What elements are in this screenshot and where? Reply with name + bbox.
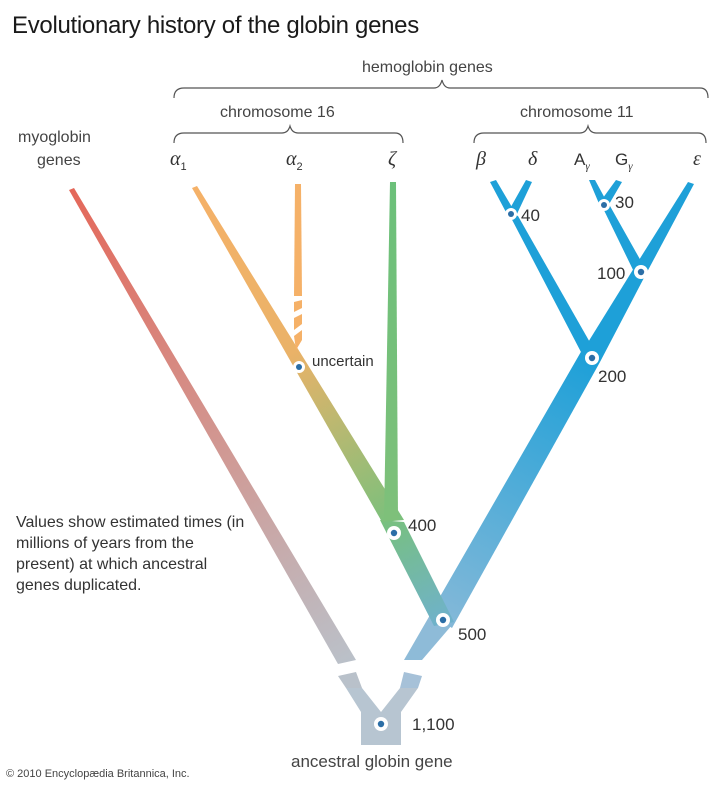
hemoglobin-brace (173, 79, 709, 99)
ancestral-gene-label: ancestral globin gene (291, 752, 453, 771)
chromosome11-label: chromosome 11 (520, 104, 634, 121)
gene-epsilon: ε (693, 148, 701, 170)
gene-alpha1: α1 (170, 148, 187, 173)
node-uncertain (293, 361, 305, 373)
duplication-nodes (293, 199, 648, 731)
node-100-label: 100 (597, 264, 626, 283)
node-500 (436, 613, 450, 627)
myoglobin-branch (69, 188, 356, 664)
node-200-label: 200 (598, 367, 627, 386)
zeta-branch (384, 182, 398, 520)
node-30-label: 30 (615, 193, 634, 212)
myoglobin-label-line1: myoglobin (18, 129, 91, 146)
beta-cluster-stem (430, 350, 600, 628)
hemoglobin-genes-label: hemoglobin genes (362, 59, 493, 76)
alpha1-branch (192, 186, 404, 522)
chromosome16-label: chromosome 16 (220, 104, 335, 121)
chromosome16-brace (173, 123, 404, 144)
node-200 (585, 351, 599, 365)
copyright: © 2010 Encyclopædia Britannica, Inc. (6, 768, 190, 780)
ancestral-branch (338, 672, 422, 745)
alpha2-branch (294, 184, 302, 350)
node-400 (387, 526, 401, 540)
myoglobin-label-line2: genes (37, 152, 81, 169)
node-500-label: 500 (458, 625, 487, 644)
beta-cluster-branches (490, 180, 694, 362)
gene-zeta: ζ (388, 148, 397, 170)
gene-a-gamma: Aγ (574, 150, 590, 173)
page-title: Evolutionary history of the globin genes (12, 12, 419, 39)
gene-g-gamma: Gγ (615, 150, 633, 173)
node-30 (598, 199, 610, 211)
gene-alpha2: α2 (286, 148, 303, 173)
chromosome11-brace (473, 123, 707, 144)
node-100 (634, 265, 648, 279)
gene-beta: β (476, 148, 486, 170)
gene-delta: δ (528, 148, 538, 170)
node-400-label: 400 (408, 516, 437, 535)
alpha-zeta-stem (380, 520, 454, 626)
node-1100-label: 1,100 (412, 715, 455, 734)
uncertain-label: uncertain (312, 353, 374, 370)
node-1100 (374, 717, 388, 731)
node-40 (505, 208, 517, 220)
node-40-label: 40 (521, 206, 540, 225)
explanatory-note: Values show estimated times (in millions… (16, 514, 245, 594)
